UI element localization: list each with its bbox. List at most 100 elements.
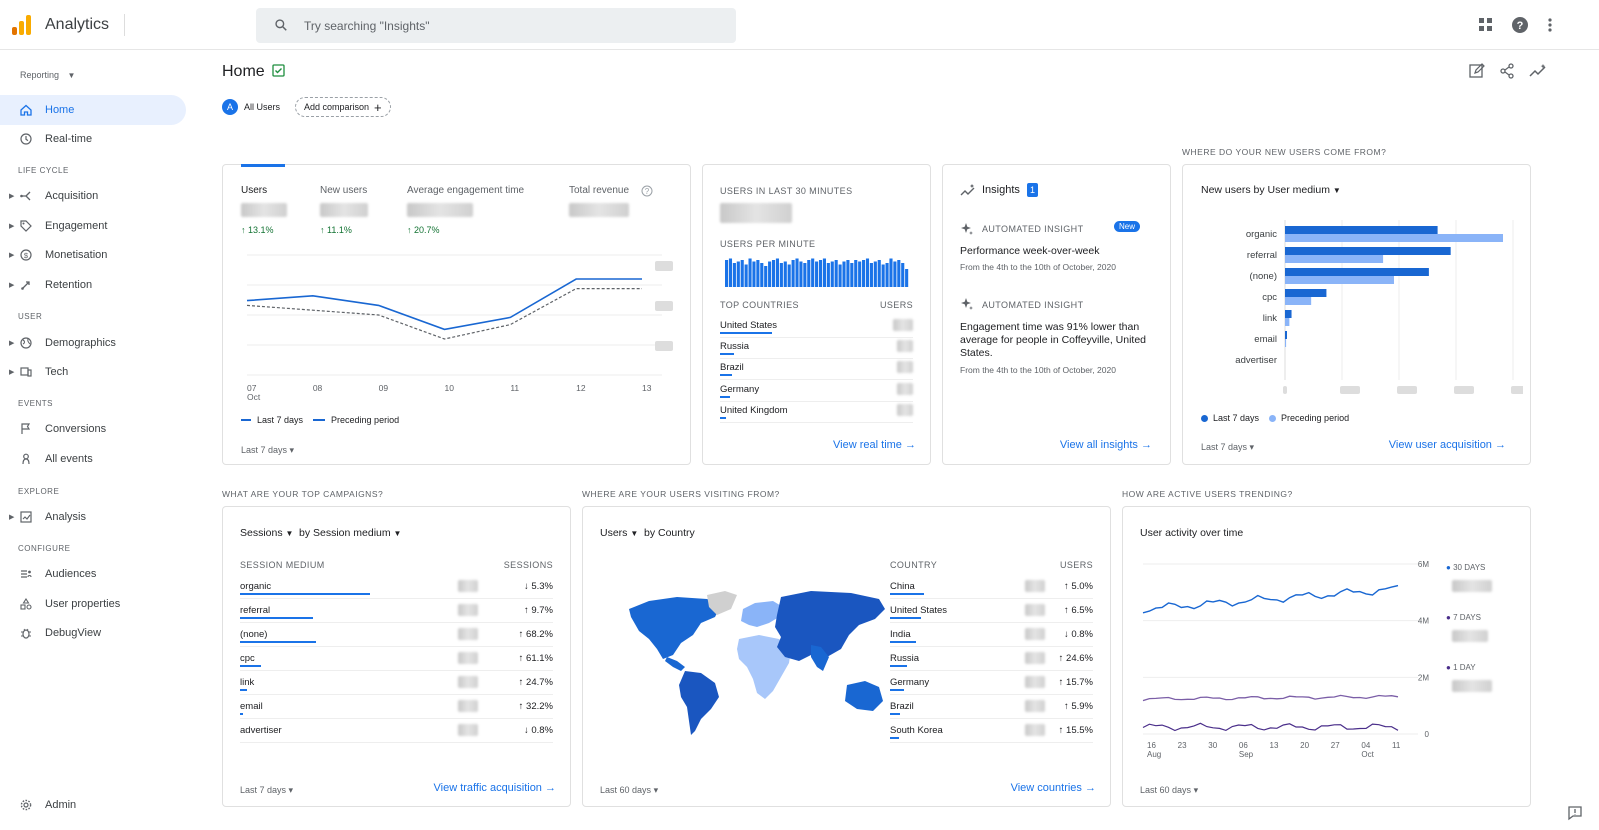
map-europe[interactable]	[741, 601, 783, 627]
map-australia[interactable]	[845, 681, 883, 711]
date-range-dropdown[interactable]: Last 60 days ▾	[600, 785, 658, 796]
date-range-dropdown[interactable]: Last 7 days ▾	[1201, 442, 1254, 453]
metric-tab-revenue[interactable]: Total revenue	[569, 185, 630, 196]
sidebar-item-monetisation[interactable]: ▶ $ Monetisation	[0, 240, 186, 270]
sidebar-item-engagement[interactable]: ▶ Engagement	[0, 211, 186, 241]
sidebar-item-acquisition[interactable]: ▶ Acquisition	[0, 181, 186, 211]
sidebar-item-realtime[interactable]: Real-time	[0, 124, 186, 154]
table-row[interactable]: Germany ↑ 15.7%	[890, 672, 1093, 695]
table-row[interactable]: Brazil ↑ 5.9%	[890, 696, 1093, 719]
map-central-america[interactable]	[665, 657, 685, 671]
search-box[interactable]: Try searching "Insights"	[256, 8, 736, 43]
change-value: ↑ 32.2%	[518, 701, 553, 712]
minute-bar	[787, 264, 791, 287]
help-icon[interactable]: ?	[1511, 16, 1529, 34]
info-icon[interactable]: ?	[641, 185, 653, 197]
more-vert-icon[interactable]	[1545, 16, 1555, 34]
map-russia-asia[interactable]	[775, 591, 885, 661]
arrow-right-icon: →	[905, 439, 916, 451]
apps-grid-icon[interactable]	[1477, 16, 1495, 34]
insight-title[interactable]: Performance week-over-week	[960, 245, 1100, 257]
dimension-dropdown[interactable]: by Session medium ▼	[299, 527, 401, 539]
sidebar-item-demographics[interactable]: ▶ Demographics	[0, 328, 186, 358]
sidebar-item-conversions[interactable]: Conversions	[0, 414, 186, 444]
sidebar-item-all-events[interactable]: All events	[0, 444, 186, 474]
table-row[interactable]: (none) ↑ 68.2%	[240, 624, 553, 647]
minute-bar	[822, 258, 826, 287]
date-range-dropdown[interactable]: Last 7 days ▾	[240, 785, 293, 796]
sidebar-item-home[interactable]: Home	[0, 95, 186, 125]
sidebar-item-tech[interactable]: ▶ Tech	[0, 357, 186, 387]
legend-7-days: ● 7 DAYS	[1446, 612, 1492, 624]
acquisition-chart-title[interactable]: New users by User medium ▼	[1201, 184, 1341, 196]
tag-icon	[20, 220, 32, 232]
sidebar-item-user-properties[interactable]: User properties	[0, 589, 186, 619]
minute-bar	[803, 263, 807, 287]
sidebar-item-retention[interactable]: ▶ Retention	[0, 270, 186, 300]
minute-bar	[795, 258, 799, 287]
table-row[interactable]: referral ↑ 9.7%	[240, 600, 553, 623]
table-row[interactable]: link ↑ 24.7%	[240, 672, 553, 695]
minute-bar	[838, 264, 842, 287]
verified-report-icon	[272, 64, 285, 77]
map-africa[interactable]	[737, 635, 791, 699]
date-range-dropdown[interactable]: Last 60 days ▾	[1140, 785, 1198, 796]
table-row[interactable]: China ↑ 5.0%	[890, 576, 1093, 599]
minute-bar	[736, 261, 740, 287]
metric-tab-users[interactable]: Users	[241, 185, 268, 196]
share-icon[interactable]	[1499, 63, 1515, 79]
insight-title[interactable]: Engagement time was 91% lower than avera…	[960, 321, 1147, 359]
table-row[interactable]: cpc ↑ 61.1%	[240, 648, 553, 671]
table-row[interactable]: organic ↓ 5.3%	[240, 576, 553, 599]
table-row[interactable]: Russia ↑ 24.6%	[890, 648, 1093, 671]
sidebar-item-debugview[interactable]: DebugView	[0, 618, 186, 648]
map-greenland[interactable]	[707, 591, 737, 615]
section-heading: WHERE DO YOUR NEW USERS COME FROM?	[1182, 147, 1387, 157]
feedback-icon[interactable]	[1567, 805, 1583, 821]
map-north-america[interactable]	[629, 597, 721, 659]
all-users-chip[interactable]: A All Users	[222, 97, 288, 117]
edit-report-icon[interactable]	[1469, 63, 1485, 79]
table-row[interactable]: South Korea ↑ 15.5%	[890, 720, 1093, 743]
map-india[interactable]	[811, 645, 829, 671]
sidebar-item-label: Monetisation	[45, 249, 108, 261]
view-traffic-acquisition-link[interactable]: View traffic acquisition →	[434, 782, 557, 794]
minute-bar	[877, 260, 881, 287]
sidebar-item-audiences[interactable]: Audiences	[0, 559, 186, 589]
view-all-insights-link[interactable]: View all insights →	[1060, 439, 1152, 451]
sidebar-item-label: Demographics	[45, 337, 116, 349]
metric-tab-new-users[interactable]: New users	[320, 185, 368, 196]
table-row[interactable]: advertiser ↓ 0.8%	[240, 720, 553, 743]
add-comparison-button[interactable]: Add comparison +	[295, 97, 391, 117]
search-placeholder[interactable]: Try searching "Insights"	[304, 19, 430, 33]
view-user-acquisition-link[interactable]: View user acquisition →	[1389, 439, 1506, 451]
map-south-america[interactable]	[679, 671, 719, 735]
home-icon	[20, 104, 32, 116]
metric-dropdown[interactable]: Sessions ▼	[240, 527, 293, 539]
view-countries-link[interactable]: View countries →	[1011, 782, 1096, 794]
metric-tab-engagement-time[interactable]: Average engagement time	[407, 185, 525, 196]
table-row[interactable]: email ↑ 32.2%	[240, 696, 553, 719]
table-row[interactable]: India ↓ 0.8%	[890, 624, 1093, 647]
activity-card: User activity over time 6M 4M 2M 0 16 Aug 23 30…	[1122, 506, 1531, 807]
sidebar-item-admin[interactable]: Admin	[0, 790, 186, 820]
minute-bar	[846, 260, 850, 287]
table-row[interactable]: United States ↑ 6.5%	[890, 600, 1093, 623]
analytics-logo[interactable]	[12, 15, 32, 35]
date-range-dropdown[interactable]: Last 7 days ▾	[241, 445, 294, 456]
clock-icon	[20, 133, 32, 145]
metric-dropdown[interactable]: Users ▼	[600, 527, 638, 539]
insights-trend-icon[interactable]	[1529, 63, 1547, 79]
minute-bar	[905, 269, 909, 287]
country-name: United Kingdom	[720, 405, 788, 416]
chevron-down-icon: ▼	[285, 529, 294, 538]
row-label: South Korea	[890, 725, 943, 736]
world-map[interactable]	[621, 587, 886, 737]
view-real-time-link[interactable]: View real time →	[833, 439, 916, 451]
svg-text:?: ?	[645, 187, 650, 196]
list-item: Brazil	[720, 357, 913, 380]
shapes-icon	[20, 598, 32, 610]
sidebar-item-analysis[interactable]: ▶ Analysis	[0, 502, 186, 532]
top-bar: Analytics Try searching "Insights" ?	[0, 0, 1599, 50]
reporting-dropdown[interactable]: Reporting ▼	[20, 70, 75, 80]
